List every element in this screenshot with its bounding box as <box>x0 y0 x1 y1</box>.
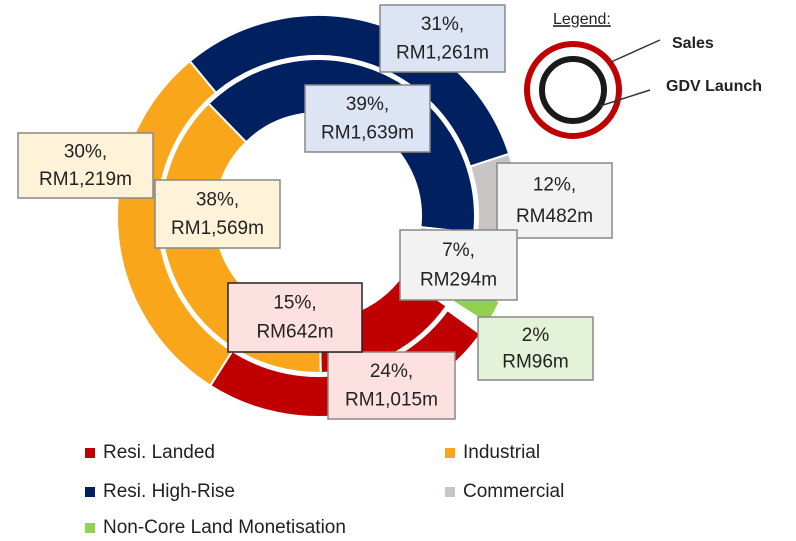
legend-label: Industrial <box>463 442 540 463</box>
value-label: 38%, <box>196 189 239 210</box>
legend-swatch <box>85 487 95 497</box>
legend-ring-gdv <box>539 56 607 124</box>
legend-swatch <box>85 448 95 458</box>
value-label: 31%, <box>421 14 464 35</box>
legend-label: Commercial <box>463 481 564 502</box>
legend-leader <box>599 89 651 107</box>
amount-label: RM96m <box>502 351 569 372</box>
label-box <box>304 84 431 153</box>
legend-label: Non-Core Land Monetisation <box>103 517 346 538</box>
legend-swatch <box>445 448 455 458</box>
value-label: 7%, <box>442 240 475 261</box>
label-box <box>17 132 154 199</box>
amount-label: RM294m <box>420 269 497 290</box>
value-label: 24%, <box>370 361 413 382</box>
value-label: 2% <box>522 325 550 346</box>
legend-ring-sales <box>524 41 622 139</box>
legend-swatch <box>445 487 455 497</box>
label-box <box>379 4 506 73</box>
legend-leader <box>610 39 661 63</box>
amount-label: RM1,015m <box>345 389 438 410</box>
value-label: 39%, <box>346 94 389 115</box>
legend-title: Legend: <box>553 11 611 28</box>
amount-label: RM642m <box>256 322 333 343</box>
amount-label: RM1,219m <box>39 169 132 190</box>
amount-label: RM1,639m <box>321 122 414 143</box>
value-label: 12%, <box>533 175 576 196</box>
legend-sales: Sales <box>672 35 714 52</box>
legend-label: Resi. High-Rise <box>103 481 235 502</box>
amount-label: RM482m <box>516 206 593 227</box>
label-box <box>327 351 456 420</box>
amount-label: RM1,569m <box>171 218 264 239</box>
label-box <box>227 282 363 353</box>
legend-swatch <box>85 523 95 533</box>
value-label: 30%, <box>64 142 107 163</box>
label-box <box>477 316 594 381</box>
label-box <box>154 179 281 249</box>
label-box <box>399 229 518 301</box>
legend-label: Resi. Landed <box>103 442 215 463</box>
value-label: 15%, <box>273 293 316 314</box>
amount-label: RM1,261m <box>396 42 489 63</box>
label-box <box>496 162 613 239</box>
legend-gdv: GDV Launch <box>666 78 762 95</box>
